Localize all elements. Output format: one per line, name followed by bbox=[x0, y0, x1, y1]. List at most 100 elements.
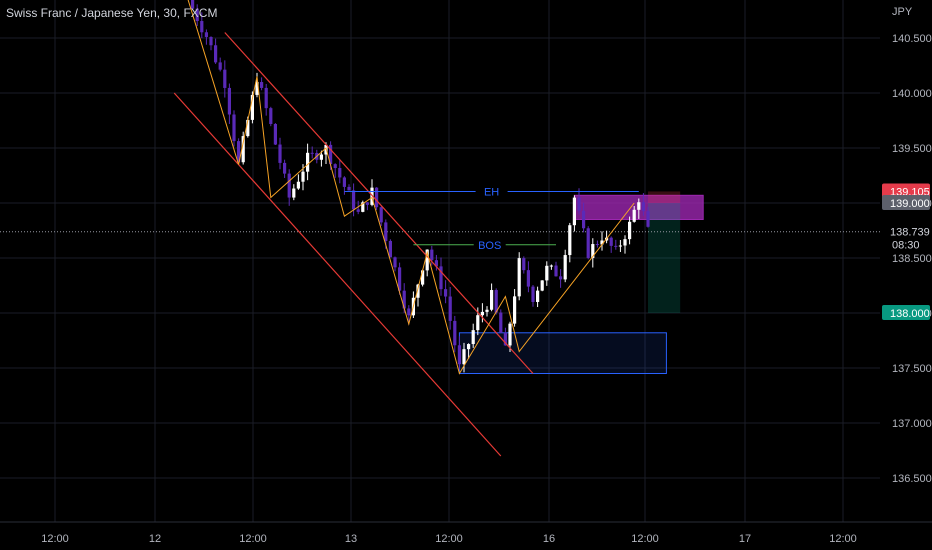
target-price-marker-bg bbox=[882, 305, 930, 320]
candle-body bbox=[255, 82, 259, 95]
bos-label: BOS bbox=[478, 240, 501, 252]
candle-body bbox=[232, 114, 236, 142]
candle-body bbox=[572, 197, 576, 226]
candle-body bbox=[195, 8, 199, 22]
candle-body bbox=[365, 202, 369, 205]
candle-body bbox=[586, 228, 590, 258]
current-price-marker: 138.739 bbox=[890, 227, 930, 239]
candle-body bbox=[577, 197, 581, 211]
candle-body bbox=[609, 237, 613, 246]
candle-body bbox=[434, 260, 438, 267]
candles-layer bbox=[191, 0, 650, 373]
candle-body bbox=[402, 290, 406, 309]
candle-body bbox=[237, 141, 241, 163]
candle-body bbox=[421, 270, 425, 285]
candle-body bbox=[623, 239, 627, 246]
candle-body bbox=[559, 276, 563, 280]
y-tick-label: 139.500 bbox=[892, 143, 932, 155]
candle-body bbox=[388, 240, 392, 258]
candle-body bbox=[490, 290, 494, 310]
candle-body bbox=[260, 82, 264, 88]
candle-body bbox=[333, 164, 337, 169]
candle-body bbox=[467, 344, 471, 350]
current-price-marker-bg bbox=[882, 223, 930, 252]
candle-body bbox=[269, 108, 273, 124]
candle-body bbox=[618, 245, 622, 247]
candle-body bbox=[545, 265, 549, 281]
candle-body bbox=[582, 210, 586, 229]
candle-body bbox=[301, 171, 305, 182]
candle-body bbox=[444, 289, 448, 297]
upper-price-marker-bg bbox=[882, 183, 930, 199]
candle-body bbox=[296, 181, 300, 189]
position-stop-box bbox=[648, 191, 681, 203]
candle-body bbox=[191, 0, 195, 9]
candle-body bbox=[338, 168, 342, 178]
candle-body bbox=[531, 286, 535, 302]
candle-body bbox=[292, 188, 296, 198]
candle-body bbox=[549, 265, 553, 267]
candle-body bbox=[485, 309, 489, 312]
candle-body bbox=[398, 267, 402, 291]
candle-body bbox=[494, 290, 498, 313]
candle-body bbox=[283, 162, 287, 174]
target-price-marker: 138.000 bbox=[890, 308, 930, 320]
x-tick-label: 12:00 bbox=[41, 533, 69, 545]
y-tick-label: 140.000 bbox=[892, 88, 932, 100]
candle-body bbox=[306, 152, 310, 172]
candle-body bbox=[540, 280, 544, 291]
x-tick-label: 12:00 bbox=[435, 533, 463, 545]
candle-body bbox=[637, 202, 641, 210]
candle-body bbox=[347, 186, 351, 191]
candle-body bbox=[241, 136, 245, 163]
candle-body bbox=[250, 94, 254, 120]
candle-body bbox=[227, 87, 231, 115]
channel-upper-line bbox=[224, 32, 534, 374]
candle-body bbox=[614, 245, 618, 247]
candle-body bbox=[646, 211, 650, 227]
y-tick-label: 140.500 bbox=[892, 33, 932, 45]
candle-body bbox=[499, 312, 503, 333]
candle-body bbox=[342, 177, 346, 187]
candle-body bbox=[471, 330, 475, 345]
candle-body bbox=[204, 32, 208, 37]
candle-body bbox=[218, 62, 222, 70]
candle-body bbox=[522, 258, 526, 271]
drawing-layer: EH BOS bbox=[173, 0, 639, 457]
candle-body bbox=[310, 152, 314, 154]
candle-body bbox=[375, 187, 379, 208]
candle-body bbox=[457, 345, 461, 365]
candle-body bbox=[356, 209, 360, 212]
candle-body bbox=[591, 244, 595, 258]
y-tick-label: 136.500 bbox=[892, 473, 932, 485]
candle-body bbox=[273, 123, 277, 145]
candle-body bbox=[425, 249, 429, 271]
candle-body bbox=[246, 119, 250, 137]
candle-body bbox=[453, 320, 457, 346]
x-tick-label: 12:00 bbox=[829, 533, 857, 545]
candle-body bbox=[462, 349, 466, 365]
entry-price-marker: 139.000 bbox=[890, 198, 930, 210]
x-tick-label: 13 bbox=[345, 533, 357, 545]
candle-body bbox=[200, 21, 204, 33]
y-tick-label: 137.500 bbox=[892, 363, 932, 375]
candle-body bbox=[361, 202, 365, 212]
x-tick-label: 12:00 bbox=[631, 533, 659, 545]
candle-body bbox=[393, 257, 397, 268]
y-tick-label: 137.000 bbox=[892, 418, 932, 430]
candle-body bbox=[287, 173, 291, 198]
current-price-marker-countdown: 08:30 bbox=[892, 240, 920, 252]
candle-body bbox=[513, 296, 517, 324]
y-tick-label: 138.500 bbox=[892, 253, 932, 265]
candle-body bbox=[384, 222, 388, 241]
candle-body bbox=[264, 87, 268, 109]
candle-body bbox=[563, 255, 567, 280]
candle-body bbox=[503, 332, 507, 346]
candle-body bbox=[223, 69, 227, 88]
candle-body bbox=[595, 244, 599, 246]
candle-body bbox=[448, 296, 452, 321]
entry-price-marker-bg bbox=[882, 195, 930, 210]
eh-label: EH bbox=[484, 186, 499, 198]
candle-body bbox=[526, 270, 530, 287]
